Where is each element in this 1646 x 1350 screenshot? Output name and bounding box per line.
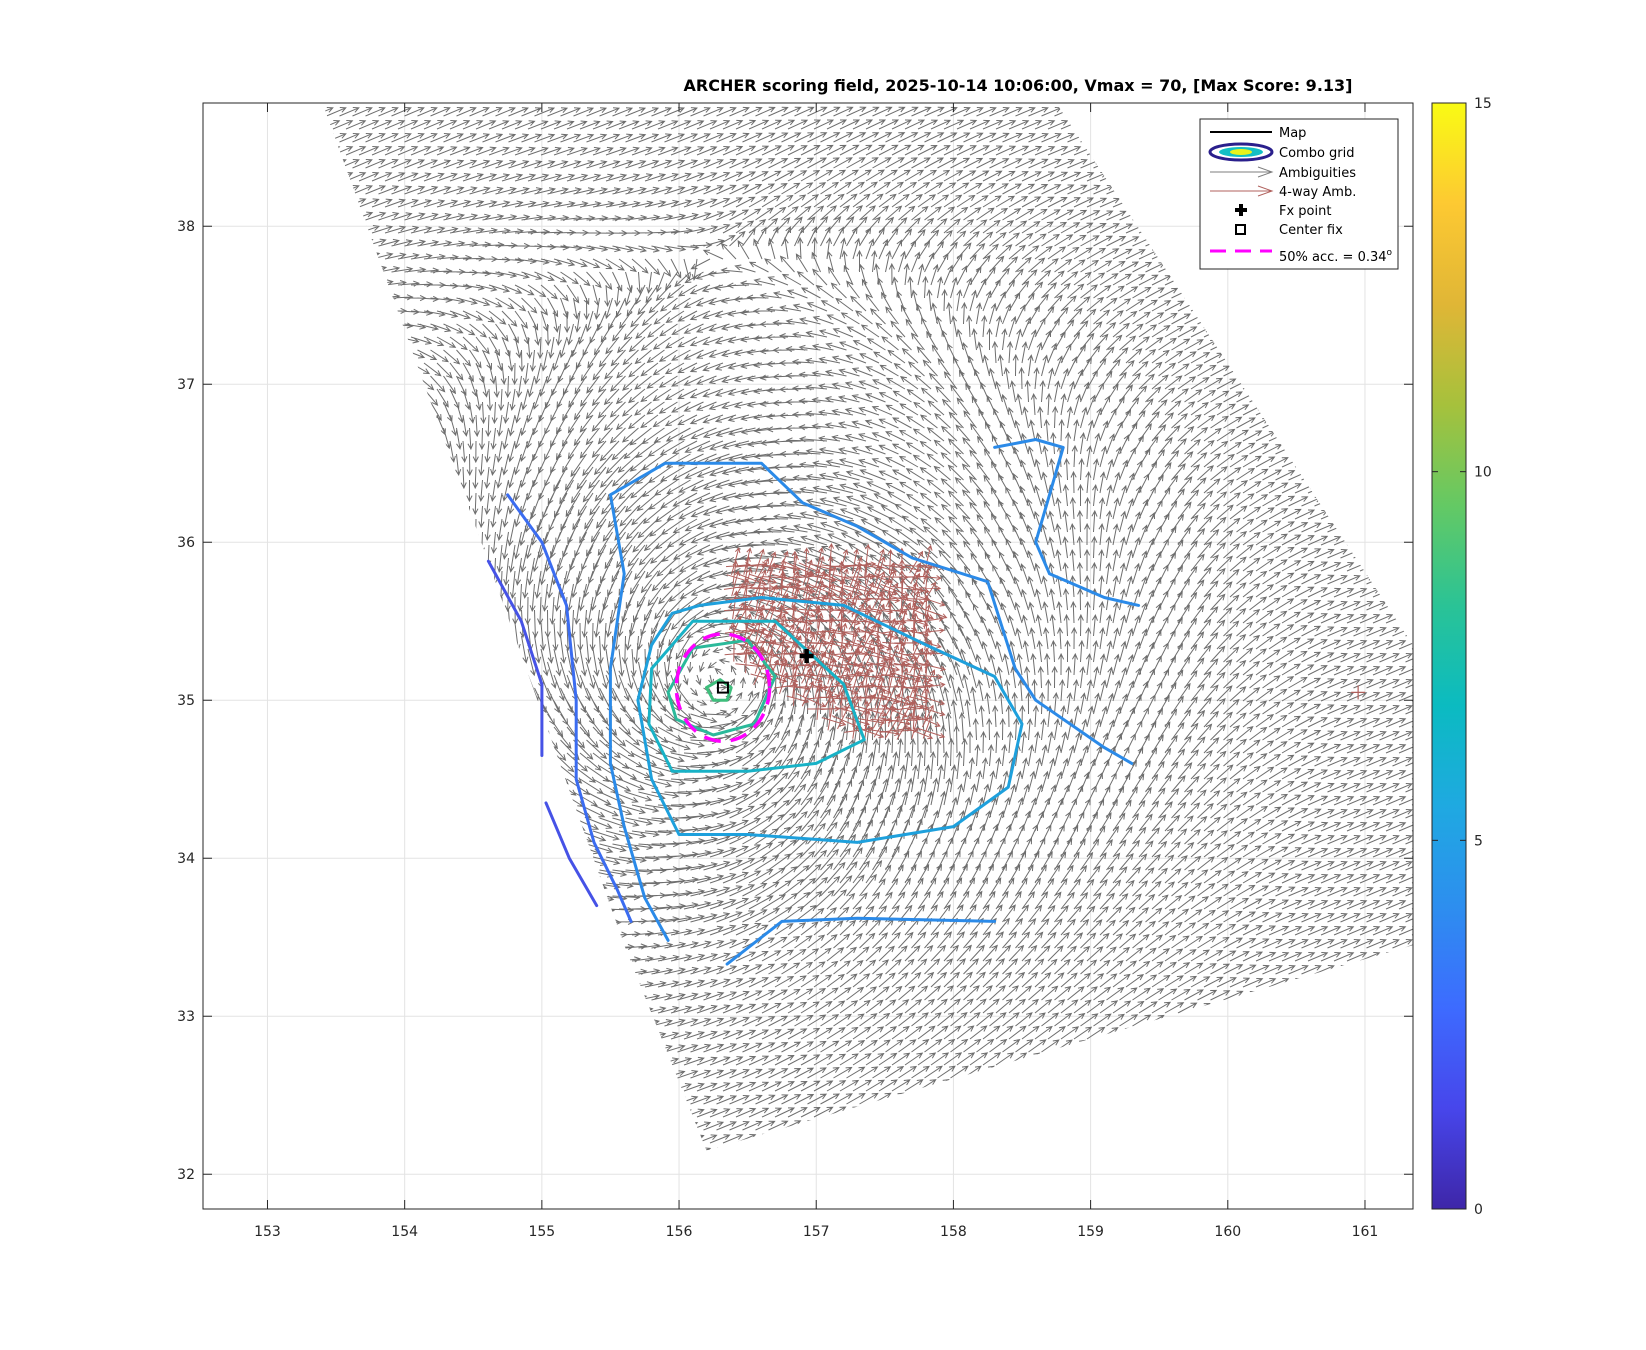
- contour-line: [647, 619, 866, 773]
- fx-point-marker: [799, 649, 814, 663]
- axes-frame: [202, 102, 1414, 1210]
- score-contours: [486, 438, 1141, 966]
- accuracy-circle: [674, 632, 772, 744]
- legend: Map Combo grid Ambiguities 4-way Amb. Fx…: [1199, 118, 1399, 270]
- legend-plus-marker-icon: [1235, 204, 1247, 216]
- y-tick-label: 32: [177, 1167, 195, 1183]
- y-tick-label: 34: [177, 851, 195, 867]
- legend-combo-grid-icon: [1208, 142, 1274, 162]
- contour-line: [486, 559, 544, 757]
- contour-line: [636, 596, 1024, 844]
- y-tick-label: 33: [177, 1009, 195, 1025]
- legend-label-four-way-amb: 4-way Amb.: [1279, 185, 1356, 200]
- x-tick-label: 155: [528, 1224, 555, 1240]
- legend-red-arrow-icon: [1210, 185, 1274, 197]
- legend-label-ambiguities: Ambiguities: [1279, 166, 1356, 181]
- x-tick-label: 160: [1214, 1224, 1241, 1240]
- x-tick-label: 159: [1077, 1224, 1104, 1240]
- four-way-ambiguity-outlier: [1351, 685, 1366, 700]
- y-tick-label: 35: [177, 693, 195, 709]
- legend-label-center-fix: Center fix: [1279, 223, 1343, 238]
- legend-label-acc: 50% acc. = 0.34o: [1279, 248, 1393, 265]
- x-tick-label: 161: [1352, 1224, 1379, 1240]
- contour-line: [666, 638, 777, 737]
- y-tick-label: 38: [177, 219, 195, 235]
- contour-line: [608, 493, 670, 942]
- colorbar-tick-label: 0: [1474, 1202, 1483, 1218]
- colorbar-tick-label: 15: [1474, 96, 1492, 112]
- axis-ticks: 153 154 155 156 157 158 159 160 161 32 33 34 35 36 37 3…: [177, 103, 1413, 1240]
- contour-line: [506, 493, 633, 923]
- chart-title: ARCHER scoring field, 2025-10-14 10:06:0…: [684, 76, 1353, 95]
- contour-line: [993, 438, 1141, 607]
- contour-line: [544, 801, 599, 908]
- x-tick-label: 154: [391, 1224, 418, 1240]
- y-tick-label: 36: [177, 535, 195, 551]
- four-way-outlier-arrow: [1351, 685, 1366, 700]
- x-tick-label: 158: [940, 1224, 967, 1240]
- colorbar-ticks: 0 5 10 15: [1432, 96, 1492, 1218]
- center-fix-marker: [716, 681, 729, 694]
- legend-label-combo-grid: Combo grid: [1279, 146, 1355, 161]
- x-tick-label: 157: [803, 1224, 830, 1240]
- legend-gray-arrow-icon: [1210, 166, 1274, 178]
- x-tick-label: 153: [254, 1224, 281, 1240]
- colorbar-tick-label: 5: [1474, 833, 1483, 849]
- colorbar-tick-label: 10: [1474, 465, 1492, 481]
- four-way-ambiguity-vectors: [723, 543, 948, 742]
- legend-label-map: Map: [1279, 126, 1306, 141]
- legend-label-fx-point: Fx point: [1279, 204, 1331, 219]
- x-tick-label: 156: [666, 1224, 693, 1240]
- legend-square-marker-icon: [1235, 224, 1246, 235]
- y-tick-label: 37: [177, 377, 195, 393]
- contour-line: [608, 461, 1134, 765]
- colorbar: [1431, 102, 1467, 1210]
- four-way-arrows: [723, 543, 948, 742]
- contour-line: [705, 678, 733, 702]
- contour-line: [725, 916, 997, 966]
- fix-markers: [674, 632, 814, 744]
